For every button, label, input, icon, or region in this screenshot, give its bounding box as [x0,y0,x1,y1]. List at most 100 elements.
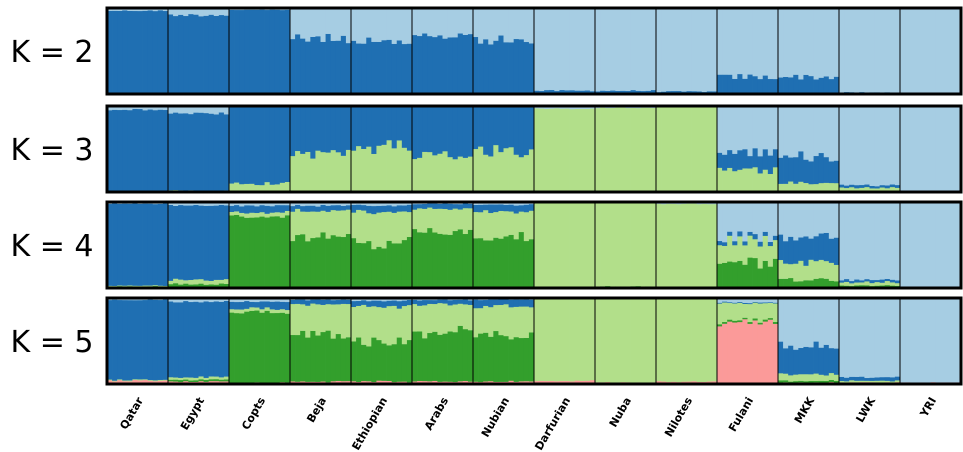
admixture-bar-segment [391,43,398,95]
admixture-bar-segment [300,304,306,331]
admixture-bar-segment [772,8,779,80]
admixture-bar-segment [523,106,530,156]
admixture-bar-segment [396,40,403,95]
admixture-bar-segment [417,305,423,332]
admixture-bar-segment [432,299,438,305]
admixture-bar-segment [249,202,255,206]
admixture-bar-segment [178,204,184,280]
admixture-bar-segment [274,216,281,289]
admixture-bar-segment [396,308,403,338]
admixture-bar-segment [361,148,367,193]
admixture-bar-segment [813,341,820,374]
admixture-bar-segment [828,161,835,184]
admixture-bar-segment [818,259,825,279]
admixture-bar-segment [884,185,891,189]
admixture-bar-segment [193,112,199,191]
admixture-bar-segment [767,266,774,289]
admixture-bar-segment [107,285,113,287]
admixture-bar-segment [854,185,860,189]
admixture-bar-segment [213,379,220,382]
admixture-bar-segment [839,8,845,93]
admixture-bar-segment [767,202,774,243]
admixture-bar-segment [264,307,271,311]
admixture-bar-segment [315,8,321,37]
admixture-bar-segment [528,307,535,333]
admixture-bar-segment [305,202,311,206]
admixture-bar-segment [935,106,942,193]
admixture-bar-segment [879,377,886,381]
admixture-bar-segment [681,298,687,382]
admixture-bar-segment [528,210,535,240]
admixture-bar-segment [727,319,733,322]
admixture-bar-segment [747,8,753,75]
admixture-bar-segment [107,299,113,380]
admixture-bar-segment [666,203,672,289]
admixture-bar-segment [203,280,210,285]
admixture-bar-segment [747,303,753,305]
admixture-bar-segment [351,341,357,382]
admixture-bar-segment [752,257,759,289]
admixture-bar-segment [722,170,728,193]
admixture-bar-segment [208,14,215,95]
admixture-bar-segment [681,107,687,193]
admixture-bar-segment [401,239,408,289]
admixture-bar-segment [142,110,149,193]
admixture-bar-segment [783,8,789,77]
admixture-bar-segment [183,377,189,380]
admixture-bar-segment [315,150,321,193]
admixture-bar-segment [432,380,438,385]
admixture-bar-segment [412,303,418,332]
admixture-bar-segment [351,300,357,308]
admixture-bar-segment [711,107,718,193]
admixture-bar-segment [523,41,530,95]
admixture-bar-segment [478,299,484,309]
admixture-bar-segment [839,280,845,283]
admixture-bar-segment [935,202,942,289]
admixture-bar-segment [513,38,520,95]
admixture-bar-segment [432,8,438,38]
admixture-bar-segment [193,380,199,382]
admixture-bar-segment [386,140,393,193]
admixture-bar-segment [437,8,443,36]
admixture-bar-segment [859,8,865,93]
admixture-bar-segment [498,35,504,95]
admixture-bar-segment [473,8,479,38]
admixture-bar-segment [864,202,870,280]
admixture-bar-segment [706,106,713,193]
admixture-bar-segment [493,106,499,146]
admixture-bar-segment [727,8,733,75]
admixture-bar-segment [396,205,403,212]
admixture-bar-segment [381,298,387,302]
admixture-bar-segment [279,298,286,302]
admixture-bar-segment [188,380,194,383]
admixture-bar-segment [208,106,215,114]
admixture-bar-segment [483,210,489,241]
admixture-bar-segment [152,10,159,95]
admixture-bar-segment [503,304,509,337]
admixture-bar-segment [132,108,138,193]
admixture-bar-segment [127,10,133,95]
admixture-bar-segment [244,106,250,184]
admixture-bar-segment [223,376,230,380]
admixture-bar-segment [462,34,469,95]
admixture-bar-segment [854,8,860,93]
admixture-bar-segment [493,304,499,332]
admixture-bar-segment [844,298,850,378]
admixture-bar-segment [742,303,748,318]
panel-border [105,296,963,386]
admixture-bar-segment [244,308,250,312]
admixture-bar-segment [279,309,286,313]
admixture-bar-segment [615,298,621,383]
admixture-bar-segment [361,210,367,244]
admixture-bar-segment [945,106,952,193]
admixture-bar-segment [544,202,550,288]
admixture-bar-segment [610,90,616,95]
admixture-bar-segment [330,205,337,211]
admixture-bar-segment [290,240,296,289]
admixture-bar-segment [335,299,342,305]
admixture-bar-segment [234,204,240,212]
admixture-bar-segment [661,8,667,92]
admixture-bar-segment [234,298,240,303]
admixture-bar-segment [803,182,809,193]
admixture-bar-segment [417,157,423,193]
